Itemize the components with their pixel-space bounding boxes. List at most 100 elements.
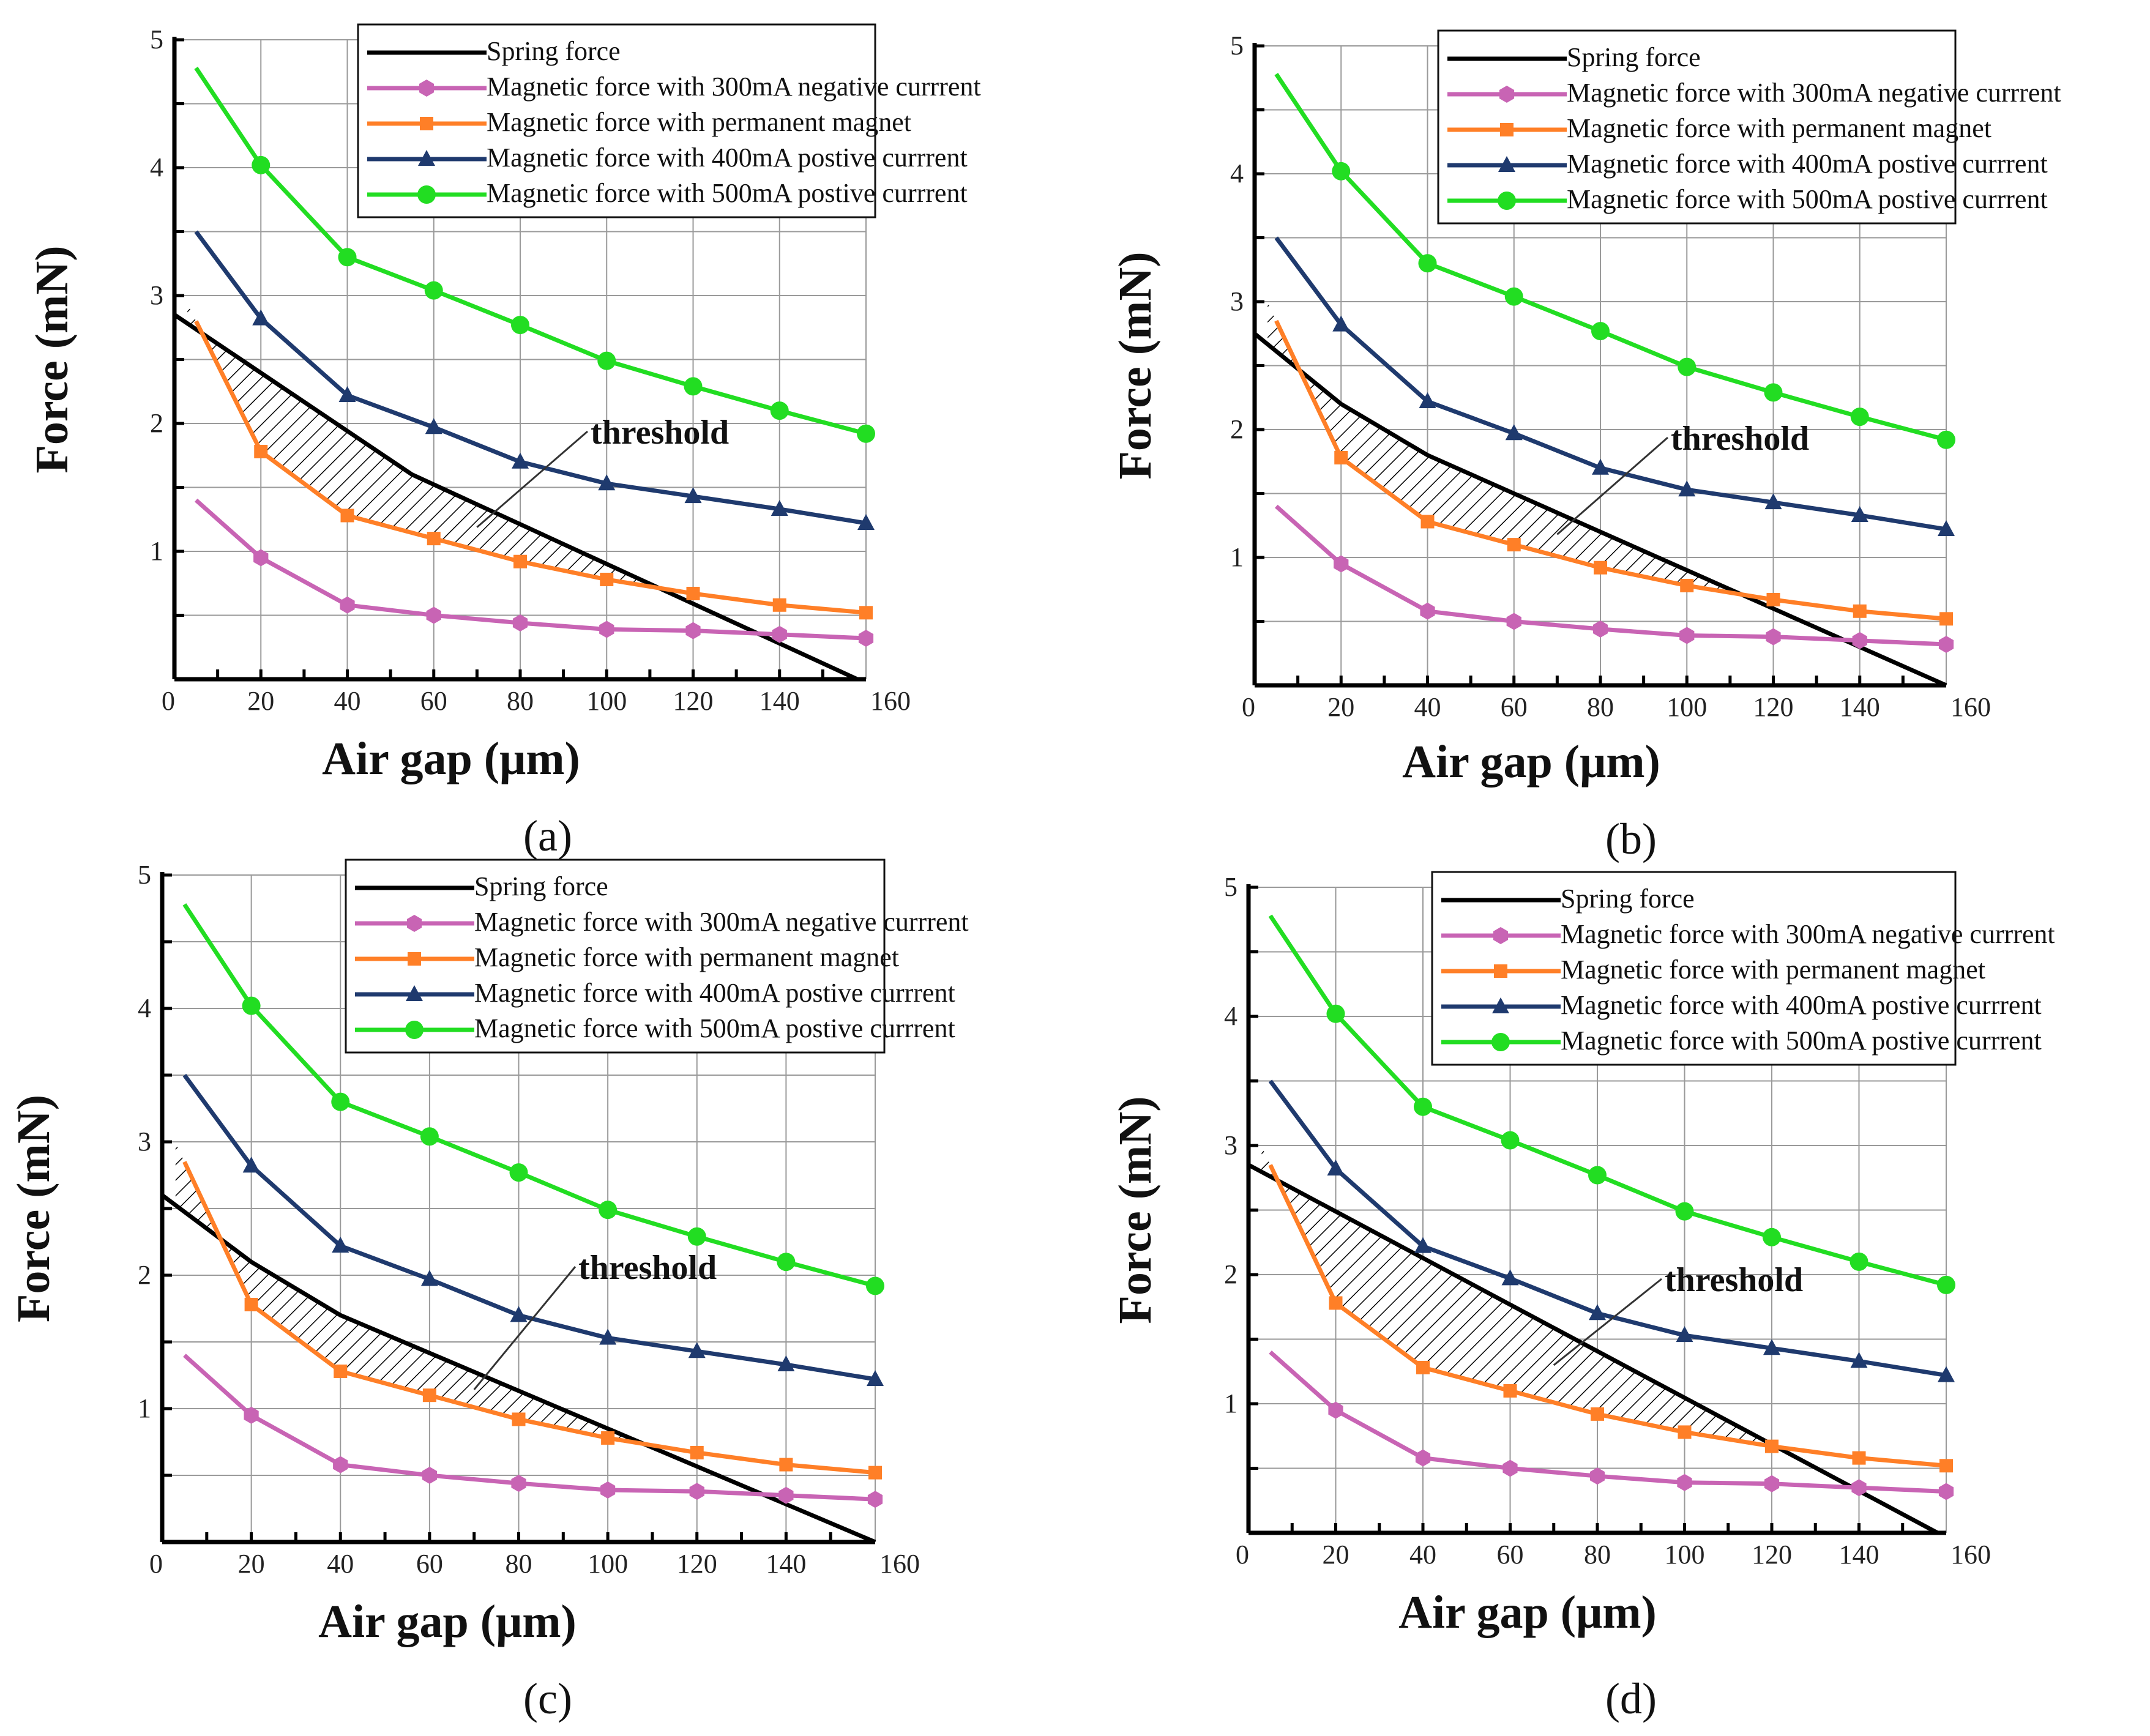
legend-marker (405, 1021, 424, 1039)
y-tick-label: 5 (1224, 872, 1237, 902)
data-point-4 (1414, 1097, 1432, 1116)
legend-label: Magnetic force with permanent magnet (1567, 113, 1991, 143)
panel-label: (d) (1605, 1674, 1657, 1723)
data-point-4 (338, 248, 357, 267)
data-point-2 (1939, 612, 1953, 626)
legend-label: Magnetic force with 300mA negative currr… (487, 72, 981, 102)
series-3 (1274, 236, 1955, 537)
x-tick-label: 40 (1414, 692, 1441, 722)
data-point-4 (1588, 1166, 1607, 1185)
series-3 (194, 230, 875, 531)
data-point-1 (1334, 555, 1349, 573)
data-point-1 (1420, 602, 1435, 620)
data-point-3 (771, 500, 788, 516)
y-tick-label: 4 (1230, 158, 1244, 188)
threshold-region (187, 304, 659, 588)
x-tick-label: 140 (760, 686, 800, 716)
data-point-1 (1328, 1401, 1343, 1419)
legend-label: Spring force (487, 36, 621, 66)
legend-marker (408, 952, 421, 966)
series-2 (1268, 1164, 1953, 1473)
y-tick-label: 4 (138, 993, 151, 1023)
threshold-leader-line (476, 430, 588, 528)
legend-label: Magnetic force with 400mA postive currre… (1561, 990, 2042, 1020)
data-point-3 (1938, 520, 1955, 537)
legend: Spring force Magnetic force with 300mA ne… (1437, 29, 2061, 225)
y-tick-label: 2 (1230, 414, 1244, 444)
data-point-1 (867, 1491, 883, 1508)
data-point-3 (425, 418, 442, 434)
x-tick-label: 0 (162, 686, 175, 716)
x-axis-title: Air gap (μm) (1402, 736, 1660, 788)
series-4 (1274, 73, 1955, 449)
y-tick-label: 1 (150, 536, 163, 566)
legend-label: Magnetic force with 300mA negative currr… (1561, 919, 2055, 949)
legend-marker (1491, 1033, 1510, 1051)
data-point-2 (1591, 1407, 1604, 1421)
y-axis-title: Force (mN) (1110, 251, 1161, 479)
threshold-leader-line (473, 1266, 577, 1390)
data-point-2 (1852, 1451, 1866, 1465)
x-tick-label: 80 (1587, 692, 1614, 722)
data-point-1 (599, 620, 614, 638)
legend-label: Magnetic force with 400mA postive currre… (1567, 149, 2048, 179)
data-point-1 (685, 622, 701, 639)
y-tick-label: 2 (138, 1260, 151, 1290)
series-line-1 (194, 498, 867, 641)
legend-box (1431, 871, 1957, 1066)
data-point-1 (1415, 1449, 1431, 1467)
series-2 (194, 320, 873, 620)
data-point-4 (597, 351, 616, 370)
data-point-2 (690, 1445, 704, 1459)
series-1 (1269, 1350, 1954, 1500)
data-point-1 (422, 1467, 437, 1484)
series-0 (173, 313, 859, 682)
data-point-4 (770, 401, 789, 420)
data-point-1 (426, 606, 441, 624)
legend-label: Spring force (1567, 42, 1701, 72)
x-tick-label: 0 (149, 1549, 163, 1579)
data-point-1 (1502, 1459, 1518, 1477)
series-3 (182, 1073, 884, 1387)
legend-marker (420, 117, 433, 130)
data-point-4 (1850, 408, 1869, 427)
data-point-3 (420, 1270, 438, 1286)
x-tick-label: 60 (1497, 1540, 1524, 1570)
data-point-2 (513, 554, 527, 568)
data-point-4 (424, 281, 443, 300)
legend-label: Spring force (474, 871, 608, 901)
data-point-1 (1938, 1483, 1954, 1500)
x-tick-label: 100 (586, 686, 627, 716)
x-tick-label: 120 (1753, 692, 1794, 722)
x-tick-label: 100 (588, 1549, 628, 1579)
x-tick-label: 20 (1323, 1540, 1349, 1570)
data-point-1 (858, 630, 874, 647)
data-point-4 (252, 155, 271, 174)
legend: Spring force Magnetic force with 300mA ne… (345, 859, 969, 1054)
data-point-4 (1326, 1004, 1345, 1023)
legend-marker (1493, 927, 1509, 944)
data-point-4 (1937, 430, 1955, 449)
data-point-3 (1589, 1304, 1606, 1321)
series-line-1 (1274, 504, 1947, 647)
data-point-1 (511, 1475, 526, 1492)
legend-marker (406, 985, 423, 1001)
data-point-2 (254, 444, 268, 458)
series-3 (1268, 1079, 1955, 1382)
data-point-2 (1765, 1439, 1779, 1453)
chart-panel-1: 0 20 40 60 80 100 120 140 160 1 2 3 4 5 Spring force Ma… (1110, 29, 2061, 863)
legend-label: Magnetic force with 500mA postive currre… (474, 1013, 955, 1043)
data-point-1 (600, 1481, 616, 1499)
data-point-1 (1677, 1473, 1692, 1491)
y-tick-label: 2 (150, 408, 163, 438)
x-tick-label: 120 (673, 686, 714, 716)
x-tick-label: 60 (420, 686, 447, 716)
data-point-3 (1505, 424, 1523, 441)
data-point-4 (331, 1092, 350, 1111)
series-4 (194, 67, 875, 443)
legend-marker (1500, 123, 1514, 136)
x-tick-label: 60 (416, 1549, 443, 1579)
y-axis-title: Force (mN) (1110, 1096, 1161, 1324)
x-tick-label: 100 (1667, 692, 1707, 722)
data-point-2 (1939, 1459, 1953, 1473)
